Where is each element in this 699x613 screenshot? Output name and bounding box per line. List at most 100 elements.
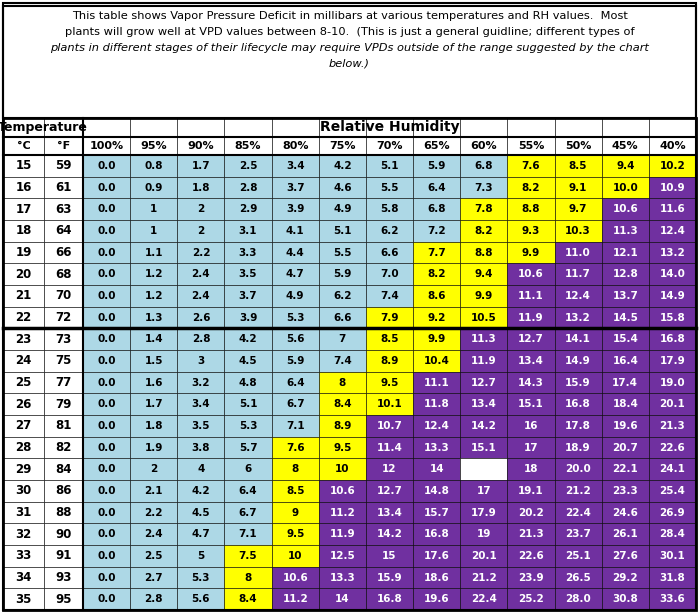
Bar <box>413 371 460 394</box>
Text: Relative Humidity: Relative Humidity <box>319 121 459 134</box>
Text: 11.7: 11.7 <box>565 269 591 279</box>
Text: 10.6: 10.6 <box>282 573 308 582</box>
Text: 8.6: 8.6 <box>427 291 446 301</box>
Bar <box>366 350 413 371</box>
Bar <box>272 588 319 610</box>
Bar <box>272 371 319 394</box>
Bar <box>554 285 602 306</box>
Text: 63: 63 <box>55 203 72 216</box>
Text: 10.9: 10.9 <box>660 183 685 192</box>
Bar <box>3 118 696 610</box>
Bar <box>460 177 507 199</box>
Text: 10.2: 10.2 <box>660 161 685 171</box>
Text: 9.5: 9.5 <box>380 378 398 387</box>
Text: 20: 20 <box>15 268 31 281</box>
Text: 30: 30 <box>15 484 31 497</box>
Bar <box>130 350 178 371</box>
Bar <box>602 459 649 480</box>
Bar <box>507 306 554 329</box>
Bar <box>602 264 649 285</box>
Text: 9.9: 9.9 <box>475 291 493 301</box>
Text: 15.4: 15.4 <box>612 334 638 344</box>
Bar <box>460 566 507 588</box>
Bar <box>178 459 224 480</box>
Bar <box>272 394 319 415</box>
Text: 1.7: 1.7 <box>145 399 163 409</box>
Bar <box>507 155 554 177</box>
Text: plants will grow well at VPD values between 8-10.  (This is just a general guidl: plants will grow well at VPD values betw… <box>65 27 634 37</box>
Text: 8.2: 8.2 <box>475 226 493 236</box>
Text: 0.0: 0.0 <box>97 356 116 366</box>
Bar <box>178 199 224 220</box>
Bar <box>460 459 507 480</box>
Text: 28: 28 <box>15 441 31 454</box>
Text: 25.2: 25.2 <box>518 594 544 604</box>
Bar <box>460 415 507 436</box>
Text: 19.0: 19.0 <box>660 378 685 387</box>
Bar <box>507 220 554 242</box>
Bar <box>413 199 460 220</box>
Bar <box>319 137 366 155</box>
Text: 17: 17 <box>15 203 31 216</box>
Text: 85%: 85% <box>235 141 261 151</box>
Bar <box>224 371 272 394</box>
Text: 4.2: 4.2 <box>192 486 210 496</box>
Bar <box>83 459 130 480</box>
Text: 14.2: 14.2 <box>471 421 497 431</box>
Text: 5.3: 5.3 <box>286 313 305 322</box>
Text: 3.9: 3.9 <box>286 204 304 214</box>
Text: 21.2: 21.2 <box>471 573 497 582</box>
Text: 2.1: 2.1 <box>145 486 163 496</box>
Text: 20.0: 20.0 <box>565 464 591 474</box>
Text: 20.2: 20.2 <box>518 508 544 517</box>
Bar <box>130 306 178 329</box>
Bar <box>272 436 319 459</box>
Bar <box>413 155 460 177</box>
Bar <box>413 306 460 329</box>
Bar <box>83 436 130 459</box>
Bar <box>649 588 696 610</box>
Bar <box>460 242 507 264</box>
Text: 7.6: 7.6 <box>521 161 540 171</box>
Text: 2.9: 2.9 <box>239 204 257 214</box>
Text: 0.0: 0.0 <box>97 551 116 561</box>
Bar <box>413 524 460 545</box>
Bar <box>224 459 272 480</box>
Bar <box>413 545 460 566</box>
Bar <box>178 306 224 329</box>
Bar <box>649 177 696 199</box>
Bar <box>130 118 178 137</box>
Bar <box>3 329 44 350</box>
Text: 6.4: 6.4 <box>427 183 446 192</box>
Bar <box>413 285 460 306</box>
Bar <box>649 199 696 220</box>
Text: 2.2: 2.2 <box>192 248 210 257</box>
Text: 3: 3 <box>197 356 205 366</box>
Bar <box>413 264 460 285</box>
Bar <box>224 588 272 610</box>
Text: 91: 91 <box>55 549 72 562</box>
Bar <box>3 118 44 137</box>
Bar <box>130 394 178 415</box>
Bar <box>460 501 507 524</box>
Bar <box>602 242 649 264</box>
Bar <box>366 264 413 285</box>
Bar <box>44 371 83 394</box>
Bar <box>413 501 460 524</box>
Bar <box>507 199 554 220</box>
Bar <box>507 436 554 459</box>
Text: 82: 82 <box>55 441 72 454</box>
Text: 29.2: 29.2 <box>612 573 638 582</box>
Text: 2.6: 2.6 <box>192 313 210 322</box>
Text: 8.4: 8.4 <box>239 594 257 604</box>
Bar <box>130 480 178 501</box>
Bar <box>366 545 413 566</box>
Text: 1.9: 1.9 <box>145 443 163 452</box>
Text: 16.4: 16.4 <box>612 356 638 366</box>
Text: 72: 72 <box>55 311 71 324</box>
Bar <box>366 329 413 350</box>
Text: 1.8: 1.8 <box>192 183 210 192</box>
Text: plants will grow well at VPD values between 8-10.  (This is just a general guidl: plants will grow well at VPD values betw… <box>65 27 634 37</box>
Bar <box>83 118 130 137</box>
Text: 17.9: 17.9 <box>471 508 497 517</box>
